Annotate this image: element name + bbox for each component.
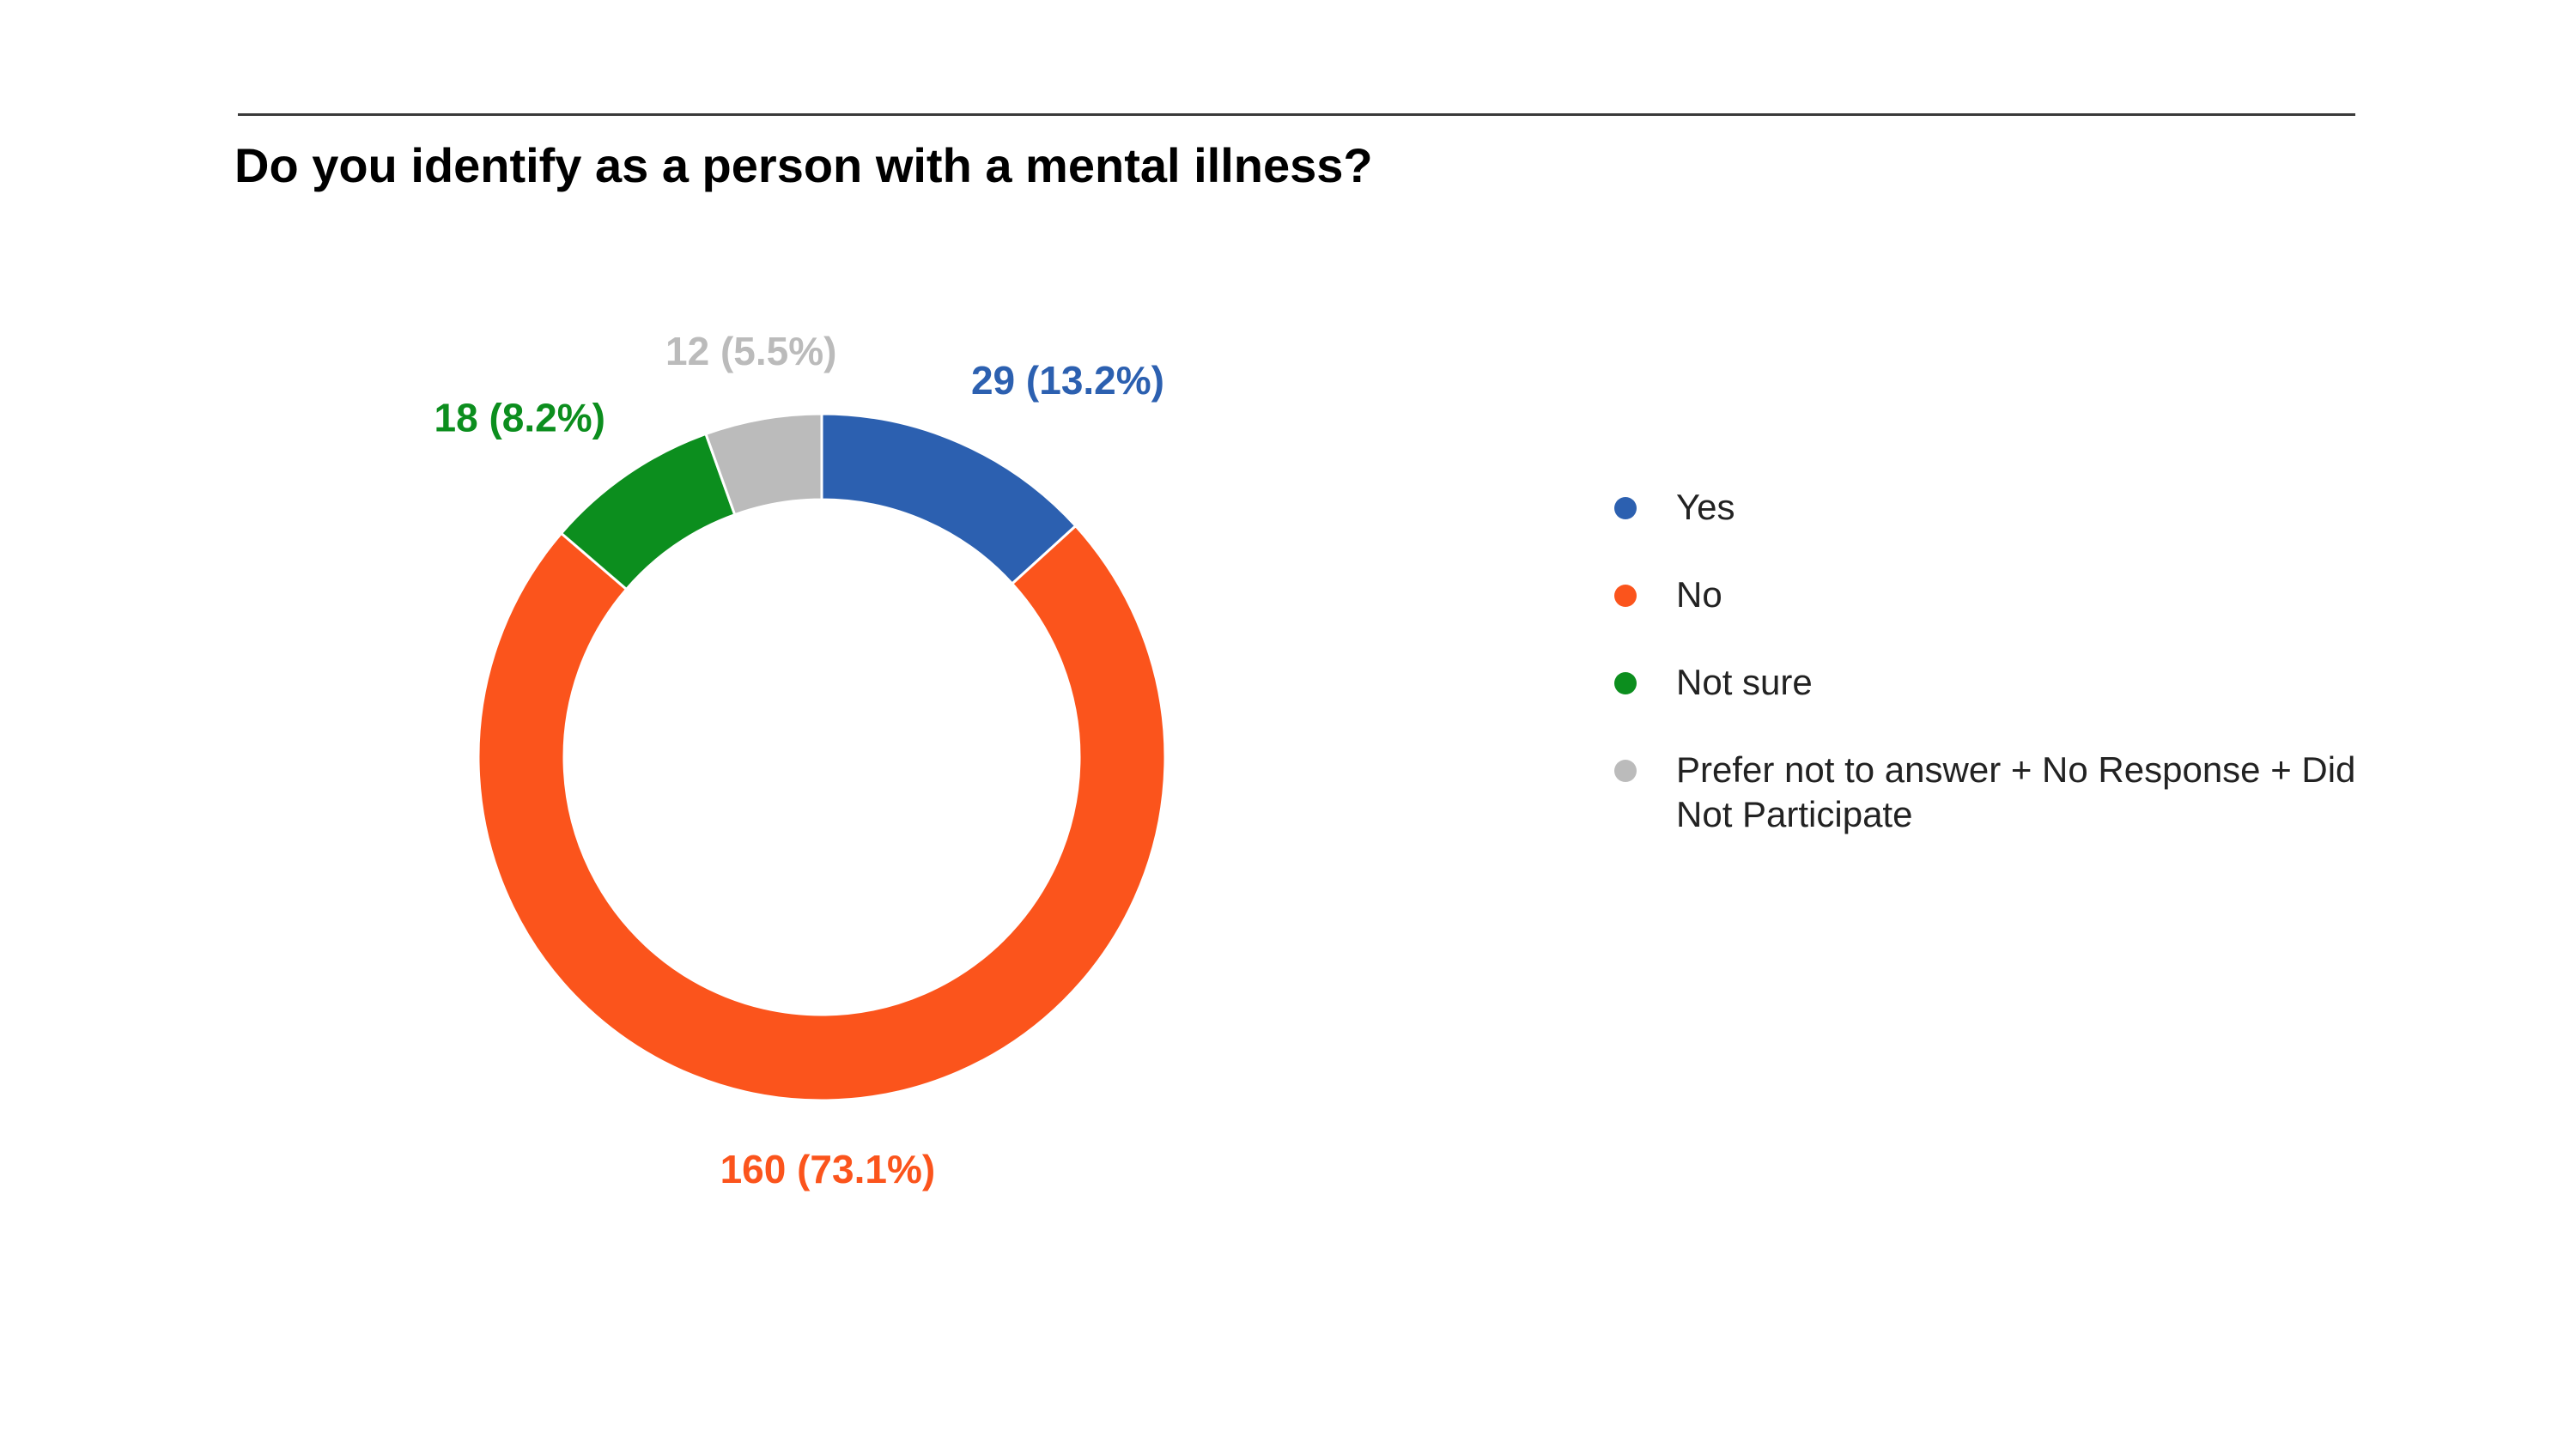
legend-swatch-no <box>1614 585 1637 607</box>
slice-label-no: 160 (73.1%) <box>720 1147 936 1191</box>
slice-label-yes: 29 (13.2%) <box>971 358 1164 403</box>
legend-swatch-yes <box>1614 497 1637 519</box>
legend-item-no: No <box>1614 573 2387 617</box>
legend-item-not-sure: Not sure <box>1614 660 2387 705</box>
slice-no <box>477 524 1167 1102</box>
legend-label-prefer-not: Prefer not to answer + No Response + Did… <box>1676 749 2356 834</box>
legend-label-no: No <box>1676 574 1722 615</box>
slice-labels: 29 (13.2%) 160 (73.1%) 18 (8.2%) 12 (5.5%) <box>434 329 1164 1191</box>
slice-yes <box>820 412 1078 586</box>
header-rule <box>238 113 2355 116</box>
legend-item-prefer-not: Prefer not to answer + No Response + Did… <box>1614 748 2387 837</box>
legend-label-not-sure: Not sure <box>1676 662 1813 702</box>
donut-slices <box>477 412 1167 1102</box>
slice-prefer-not <box>704 412 823 517</box>
slice-label-prefer-not: 12 (5.5%) <box>665 329 836 373</box>
legend-swatch-prefer-not <box>1614 760 1637 782</box>
legend-label-yes: Yes <box>1676 487 1735 527</box>
legend-swatch-not-sure <box>1614 672 1637 694</box>
legend-item-yes: Yes <box>1614 485 2387 530</box>
chart-title: Do you identify as a person with a menta… <box>234 138 1373 192</box>
slice-label-not-sure: 18 (8.2%) <box>434 396 605 440</box>
legend: Yes No Not sure Prefer not to answer + No R… <box>1614 485 2387 880</box>
